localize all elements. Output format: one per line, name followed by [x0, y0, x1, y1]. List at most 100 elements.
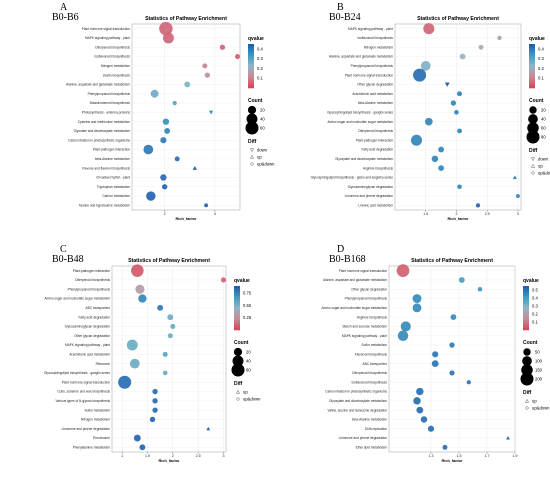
pathway-term-label: Plant hormone signal transduction: [62, 380, 110, 384]
legend-colorbar-segment: [248, 48, 254, 51]
legend-count-label: 40: [246, 359, 251, 364]
pathway-term-label: MAPK signaling pathway - plant: [85, 36, 130, 40]
x-axis-title: Rich_factor: [159, 459, 180, 463]
data-point: [162, 370, 168, 376]
legend-diff-label: up: [538, 163, 543, 168]
pathway-term-label: Valine, leucine and isoleucine degradati…: [328, 408, 388, 412]
pathway-term-label: Plant hormone signal transduction: [82, 27, 130, 31]
legend-qvalue-title: qvalue: [523, 278, 539, 284]
legend-colorbar-segment: [529, 70, 535, 73]
legend-qvalue-tick: 0.3: [257, 56, 263, 61]
data-point: [202, 63, 208, 69]
pathway-term-label: Carbon fixation in photosynthetic organi…: [68, 138, 130, 142]
legend-colorbar-segment: [248, 56, 254, 59]
pathway-term-label: Nitrogen metabolism: [364, 45, 394, 49]
legend-diff-label: up: [243, 389, 248, 394]
legend-colorbar-segment: [234, 304, 240, 307]
x-tick-label: 1.5: [457, 454, 462, 458]
data-point: [420, 60, 431, 71]
pathway-term-label: Nitrogen metabolism: [81, 418, 111, 422]
plot-frame: [394, 23, 522, 211]
legend-colorbar-segment: [248, 84, 254, 87]
pathway-term-label: Glycosaminoglycan degradation: [348, 185, 394, 189]
pathway-term-label: Plant hormone signal transduction: [345, 73, 393, 77]
legend-qvalue-title: qvalue: [529, 36, 545, 42]
data-point: [157, 304, 164, 311]
legend-diff-symbol-down: [531, 157, 535, 162]
legend-count-label: 50: [535, 350, 540, 355]
data-point: [159, 21, 173, 36]
legend-colorbar-segment: [248, 74, 254, 77]
legend-qvalue-tick: 0.50: [243, 303, 252, 308]
legend-colorbar-segment: [248, 70, 254, 73]
legend-colorbar-segment: [234, 312, 240, 315]
legend-count-label: 40: [260, 117, 265, 122]
pathway-term-label: Photosynthesis - antenna proteins: [82, 110, 131, 114]
legend-qvalue-tick: 0.2: [257, 66, 263, 71]
legend-colorbar-segment: [529, 74, 535, 77]
data-point-down: [444, 82, 450, 87]
data-point: [204, 203, 209, 208]
legend-count-title: Count: [248, 98, 263, 104]
data-point: [412, 303, 422, 313]
legend-colorbar-segment: [529, 50, 535, 53]
legend-diff-symbol-up: [236, 389, 240, 394]
legend-count-label: 60: [260, 126, 265, 131]
data-point: [438, 165, 444, 172]
pathway-term-label: Other glycan degradation: [351, 287, 387, 291]
legend-colorbar-segment: [523, 300, 529, 303]
legend-diff-symbol-updown: [236, 397, 240, 401]
legend-count-symbol: [521, 364, 533, 376]
legend-count-symbol: [528, 114, 538, 124]
legend-colorbar-segment: [234, 302, 240, 305]
pathway-term-label: Diterpenoid biosynthesis: [75, 278, 110, 282]
legend-qvalue-tick: 0.4: [257, 46, 263, 51]
legend-colorbar-segment: [523, 294, 529, 297]
legend-colorbar-segment: [529, 86, 535, 89]
legend-colorbar-segment: [523, 304, 529, 307]
x-tick-label: 1.5: [145, 454, 150, 458]
data-point: [138, 294, 147, 303]
legend-count-symbol: [527, 122, 539, 134]
panel-label: B0-B168: [329, 254, 366, 265]
pathway-term-label: Alanine, aspartate and glutamate metabol…: [323, 278, 387, 282]
legend-colorbar-segment: [248, 80, 254, 83]
pathway-term-label: Plant-pathogen interaction: [356, 138, 393, 142]
legend-colorbar-segment: [523, 308, 529, 311]
legend-colorbar-segment: [523, 322, 529, 325]
legend-colorbar-segment: [529, 52, 535, 55]
legend-colorbar-segment: [234, 306, 240, 309]
x-tick-label: 3: [517, 212, 519, 216]
data-point-up: [206, 426, 211, 431]
data-point-up: [512, 175, 517, 180]
data-point-up: [192, 165, 197, 170]
data-point: [162, 351, 168, 357]
legend-colorbar-segment: [529, 76, 535, 79]
pathway-term-label: Linoleic acid metabolism: [358, 203, 393, 207]
legend-colorbar-segment: [523, 314, 529, 317]
data-point: [456, 91, 463, 97]
legend-count-title: Count: [529, 98, 544, 104]
x-tick-label: 1.3: [429, 454, 434, 458]
data-point: [204, 72, 211, 78]
legend-qvalue-title: qvalue: [248, 36, 264, 42]
pathway-term-label: Isoflavonoid biosynthesis: [95, 55, 131, 59]
pathway-term-label: Nitrogen metabolism: [101, 64, 131, 68]
legend-count-label: 60: [541, 126, 546, 131]
x-tick-label: 3: [222, 454, 224, 458]
pathway-term-label: Fatty acid degradation: [361, 148, 393, 152]
pathway-term-label: Isoflavonoid biosynthesis: [358, 36, 394, 40]
pathway-term-label: ABC transporters: [363, 362, 388, 366]
x-tick-label: 1.7: [485, 454, 490, 458]
legend-colorbar-segment: [529, 80, 535, 83]
legend-diff-title: Diff: [523, 390, 532, 396]
data-point: [161, 184, 168, 190]
legend-colorbar-segment: [234, 324, 240, 327]
pathway-term-label: beta-Alanine metabolism: [352, 418, 387, 422]
legend-diff-title: Diff: [234, 381, 243, 387]
legend-colorbar-segment: [234, 292, 240, 295]
x-tick-label: 2.5: [485, 212, 490, 216]
legend-colorbar-segment: [248, 50, 254, 53]
data-point: [133, 434, 141, 442]
legend-colorbar-segment: [523, 306, 529, 309]
